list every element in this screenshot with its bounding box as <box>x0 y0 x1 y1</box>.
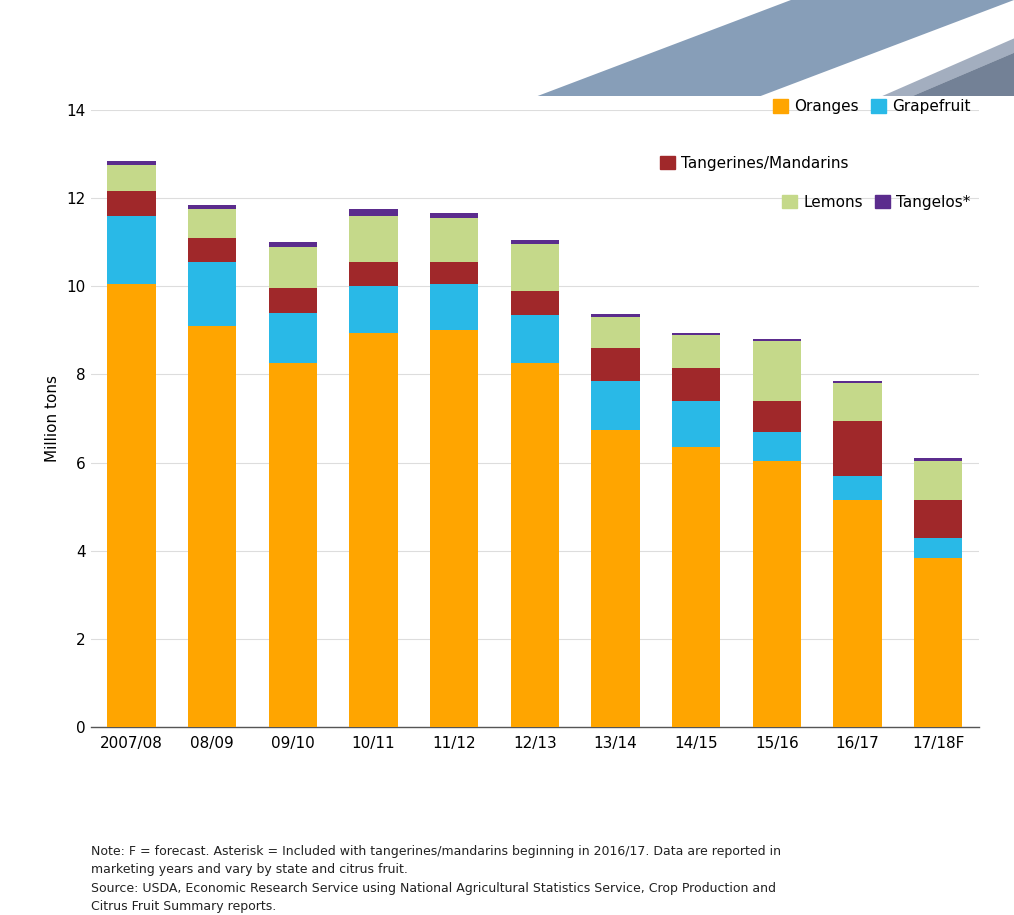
Bar <box>269 288 317 313</box>
Bar <box>914 538 962 557</box>
Bar <box>269 313 317 363</box>
Bar <box>834 421 882 476</box>
Bar <box>350 262 397 286</box>
Bar <box>107 165 156 191</box>
Bar <box>672 368 720 401</box>
Bar <box>591 430 640 727</box>
Bar <box>834 382 882 383</box>
Bar <box>107 160 156 165</box>
Bar <box>591 314 640 318</box>
Bar <box>511 363 559 727</box>
Bar <box>107 216 156 284</box>
Bar <box>752 339 801 341</box>
Bar <box>591 318 640 348</box>
Bar <box>914 458 962 460</box>
Bar <box>188 262 236 326</box>
Bar <box>511 315 559 363</box>
Bar <box>834 476 882 501</box>
Bar <box>672 332 720 335</box>
Bar <box>672 447 720 727</box>
Bar <box>511 240 559 244</box>
Bar <box>269 246 317 288</box>
Y-axis label: Million tons: Million tons <box>45 375 60 462</box>
Polygon shape <box>750 53 1014 96</box>
Bar <box>914 460 962 501</box>
Bar <box>430 284 479 330</box>
Bar <box>350 209 397 216</box>
Bar <box>188 209 236 238</box>
Bar <box>591 348 640 382</box>
Bar <box>834 383 882 421</box>
Bar <box>188 326 236 727</box>
Bar <box>752 460 801 727</box>
Bar <box>430 213 479 218</box>
Bar <box>350 286 397 332</box>
Bar <box>752 401 801 432</box>
Bar <box>591 382 640 430</box>
Bar <box>188 205 236 209</box>
Bar <box>430 218 479 262</box>
Bar <box>430 262 479 284</box>
Bar <box>107 284 156 727</box>
Bar <box>914 501 962 538</box>
Bar <box>430 330 479 727</box>
Bar <box>269 242 317 246</box>
Bar <box>752 432 801 460</box>
Bar <box>672 335 720 368</box>
Bar <box>350 216 397 262</box>
Text: Note: F = forecast. Asterisk = Included with tangerines/mandarins beginning in 2: Note: F = forecast. Asterisk = Included … <box>91 845 781 913</box>
Bar <box>188 238 236 262</box>
Bar <box>511 291 559 315</box>
Bar <box>914 557 962 727</box>
Legend: Lemons, Tangelos*: Lemons, Tangelos* <box>782 195 970 210</box>
Polygon shape <box>791 0 1014 96</box>
Bar <box>511 244 559 291</box>
Bar <box>752 341 801 401</box>
Bar <box>350 332 397 727</box>
Bar <box>269 363 317 727</box>
Bar <box>107 191 156 216</box>
Polygon shape <box>537 0 1014 96</box>
Text: U.S citrus production by type: U.S citrus production by type <box>22 38 505 67</box>
Bar <box>672 401 720 447</box>
Bar <box>834 501 882 727</box>
